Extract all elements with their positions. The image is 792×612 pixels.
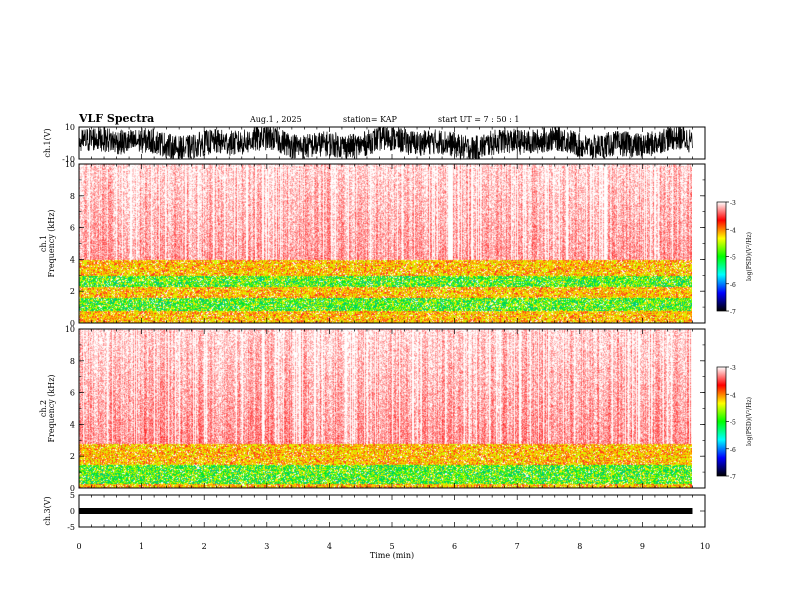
ch1-spectrogram-ytick-label: 4: [70, 255, 75, 264]
start-time-label: start UT = 7 : 50 : 1: [438, 115, 520, 124]
ch3-waveform-ytick-label: 0: [70, 507, 75, 516]
ch2-spectrogram-ytick-label: 10: [65, 325, 75, 334]
colorbar-tick-label: -6: [730, 282, 736, 289]
xtick-label: 2: [202, 542, 207, 551]
ch3-waveform-ytick-label: 5: [70, 491, 75, 500]
xtick-label: 9: [640, 542, 645, 551]
colorbar-2: [716, 366, 727, 477]
xtick-label: 1: [139, 542, 144, 551]
ch1-waveform-ytick-label: -10: [62, 155, 75, 164]
xtick-label: 6: [452, 542, 457, 551]
xtick-label: 8: [577, 542, 582, 551]
ch1-spectrogram-ytick-label: 6: [70, 224, 75, 233]
ch1-spectrogram-ylabel: Frequency (kHz): [47, 209, 56, 277]
colorbar-label: log(PSD)(V²/Hz): [746, 232, 753, 281]
chart-title: VLF Spectra: [79, 112, 155, 125]
colorbar-1: [716, 201, 727, 312]
ch1-waveform-ylabel: ch.1(V): [43, 128, 52, 157]
ch2-spectrogram-ytick-label: 6: [70, 389, 75, 398]
colorbar-tick-label: -3: [730, 200, 736, 207]
ch1-spectrogram-ytick-label: 2: [70, 287, 75, 296]
station-label: station= KAP: [343, 115, 397, 124]
colorbar-tick-label: -3: [730, 365, 736, 372]
ch1-waveform-trace: [78, 126, 693, 161]
colorbar-label: log(PSD)(V²/Hz): [746, 397, 753, 446]
ch1-spectrogram-ytick-label: 8: [70, 192, 75, 201]
xtick-label: 10: [700, 542, 710, 551]
xtick-label: 3: [264, 542, 269, 551]
colorbar-tick-label: -4: [730, 392, 736, 399]
x-axis-label: Time (min): [370, 551, 414, 560]
ch3-waveform-trace: [79, 508, 693, 514]
colorbar-tick-label: -7: [730, 474, 736, 481]
ch2-spectrogram-ytick-label: 4: [70, 420, 75, 429]
ch2-spectrogram-ytick-label: 2: [70, 452, 75, 461]
xtick-label: 7: [515, 542, 520, 551]
ch3-waveform-ylabel: ch.3(V): [43, 496, 52, 525]
ch2-spectrogram-image: [79, 329, 692, 488]
colorbar-tick-label: -7: [730, 309, 736, 316]
date-label: Aug.1 , 2025: [250, 115, 302, 124]
ch2-spectrogram-ylabel: ch.2: [39, 400, 48, 417]
colorbar-tick-label: -4: [730, 227, 736, 234]
ch2-spectrogram-ytick-label: 0: [70, 484, 75, 493]
ch1-spectrogram-ylabel: ch.1: [39, 235, 48, 252]
colorbar-tick-label: -5: [730, 420, 736, 427]
xtick-label: 5: [389, 542, 394, 551]
ch2-spectrogram-ytick-label: 8: [70, 357, 75, 366]
ch1-spectrogram-ytick-label: 0: [70, 319, 75, 328]
ch3-waveform-ytick-label: -5: [67, 523, 75, 532]
ch2-spectrogram-ylabel: Frequency (kHz): [47, 374, 56, 442]
colorbar-tick-label: -6: [730, 447, 736, 454]
colorbar-tick-label: -5: [730, 255, 736, 262]
xtick-label: 4: [327, 542, 332, 551]
xtick-label: 0: [76, 542, 81, 551]
ch1-spectrogram-ytick-label: 10: [65, 160, 75, 169]
ch1-spectrogram-image: [79, 164, 692, 323]
ch1-waveform-ytick-label: 10: [65, 123, 75, 132]
